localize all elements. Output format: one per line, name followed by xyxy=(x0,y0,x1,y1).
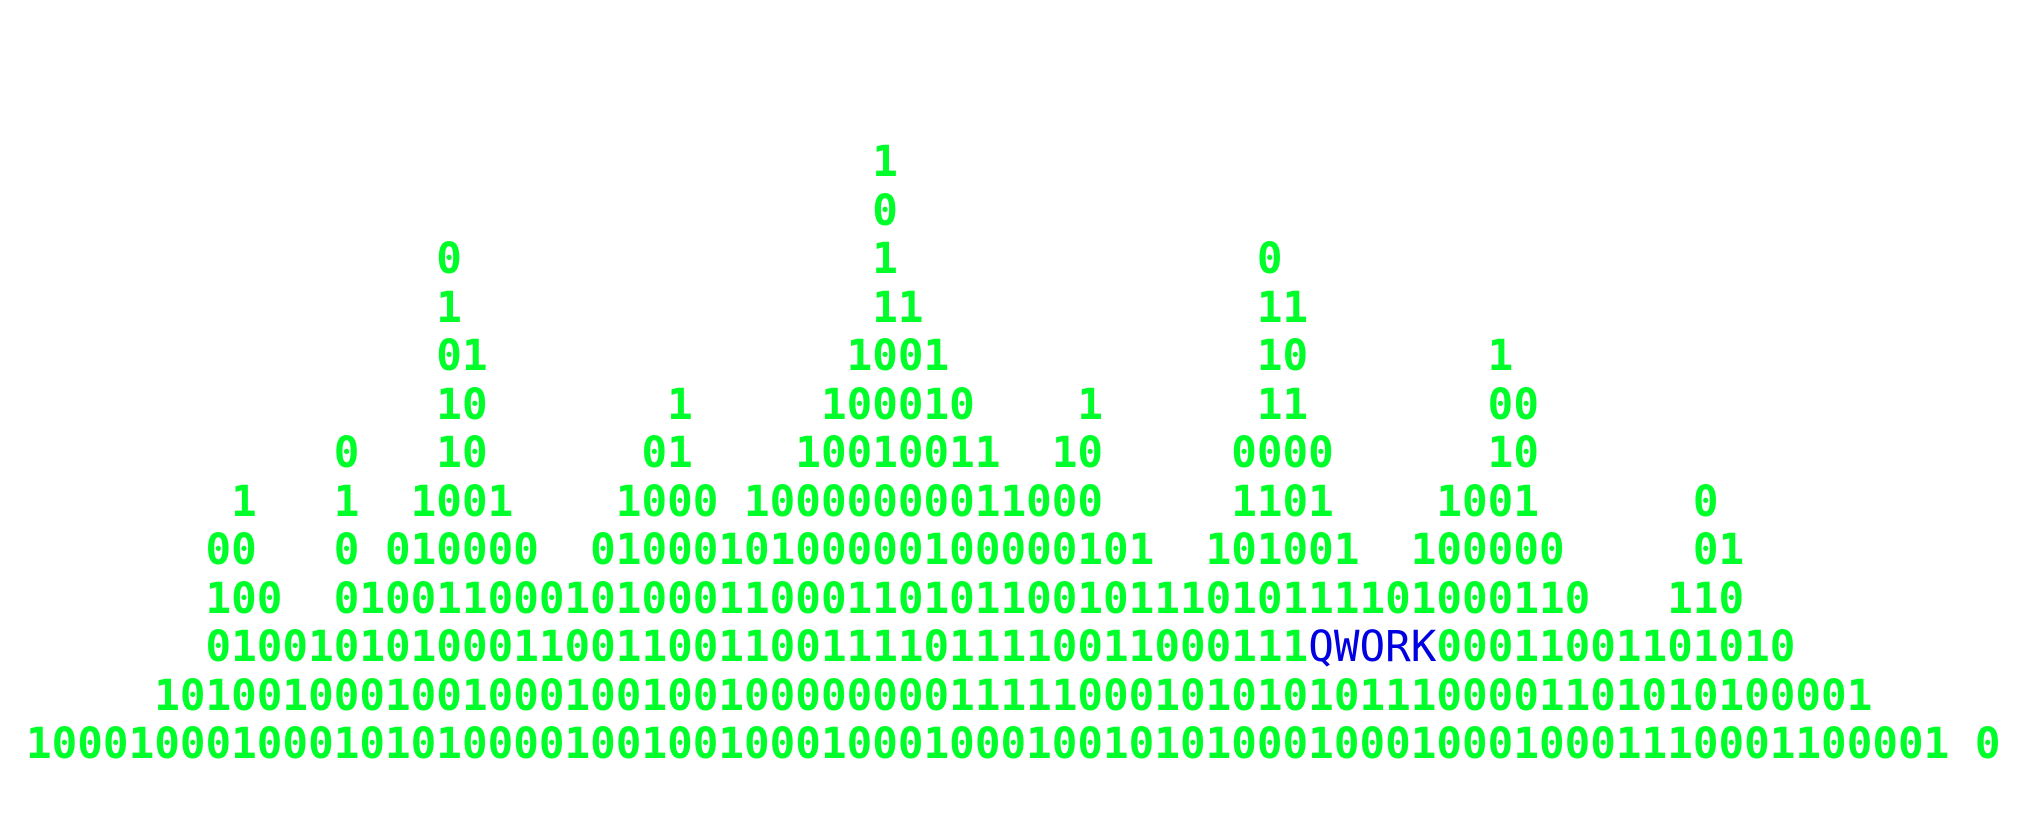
art-row-11: 0100101010001100110011001111011110011000… xyxy=(26,623,2001,672)
art-row-12: 1010010001001000100100100000000111110001… xyxy=(26,670,1873,721)
art-row-6: 10 1 100010 1 11 00 xyxy=(26,379,1539,430)
art-row-3: 0 1 0 xyxy=(26,234,1283,284)
highlight-word: QWORK xyxy=(1308,622,1437,672)
art-row-10: 100 010011000101000110001101011001011101… xyxy=(26,573,1745,624)
art-row-2: 0 xyxy=(26,185,898,236)
art-row-4: 1 11 11 xyxy=(26,282,1309,333)
art-row-1: 1 xyxy=(26,137,898,187)
art-row-5: 01 1001 10 1 xyxy=(26,331,1514,381)
art-row-13: 1000100010001010100001001001000100010001… xyxy=(26,719,2001,769)
art-row-8: 1 1 1001 1000 10000000011000 1101 1001 0 xyxy=(26,476,1719,527)
art-row-9: 00 0 010000 0100010100000100000101 10100… xyxy=(26,525,1745,575)
art-row-11-suffix: 00011001101010 xyxy=(1436,622,1796,672)
binary-tree-ascii-art: 1 0 0 1 0 1 11 11 01 1001 10 1 xyxy=(26,138,2001,769)
art-row-7: 0 10 01 10010011 10 0000 10 xyxy=(26,428,1539,478)
art-row-11-prefix: 0100101010001100110011001111011110011000… xyxy=(26,622,1309,672)
